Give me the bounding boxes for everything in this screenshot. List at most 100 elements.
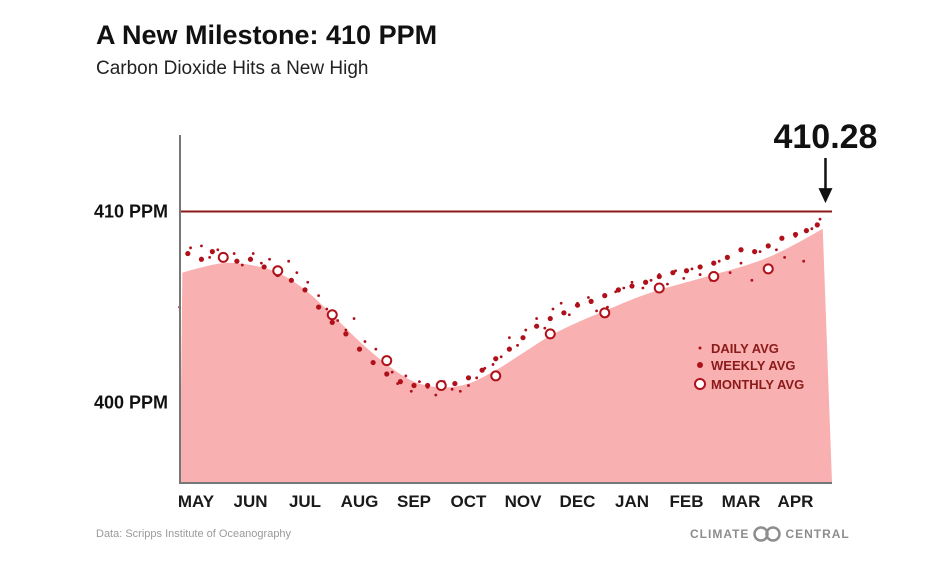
daily-avg-point — [587, 296, 590, 299]
dots-layer — [178, 217, 822, 397]
weekly-avg-point — [629, 283, 635, 289]
daily-avg-point — [363, 340, 367, 343]
weekly-avg-point — [803, 228, 810, 234]
weekly-avg-point — [209, 249, 215, 255]
daily-avg-point — [404, 374, 408, 378]
daily-avg-point — [200, 244, 203, 248]
weekly-avg-point — [534, 323, 540, 329]
weekly-avg-point — [185, 250, 191, 257]
daily-avg-point — [524, 328, 528, 332]
daily-avg-point — [374, 347, 378, 351]
axis-layer — [179, 135, 832, 484]
weekly-avg-point — [234, 258, 240, 264]
daily-avg-point — [352, 317, 356, 320]
weekly-avg-point — [288, 277, 294, 283]
x-tick-label: MAY — [178, 492, 215, 511]
area-layer — [180, 228, 832, 483]
daily-avg-point — [467, 384, 470, 387]
daily-avg-point — [567, 313, 571, 317]
daily-avg-point — [507, 336, 511, 340]
legend-daily-marker — [698, 346, 702, 350]
daily-avg-point — [543, 326, 547, 330]
weekly-avg-point — [711, 260, 717, 266]
daily-avg-point — [810, 227, 814, 231]
daily-avg-point — [802, 259, 806, 263]
daily-avg-point — [666, 282, 669, 286]
daily-avg-point — [232, 252, 236, 255]
daily-avg-point — [240, 263, 244, 267]
daily-avg-point — [260, 261, 263, 265]
weekly-avg-point — [479, 367, 485, 373]
labels-layer: MAY JUN JUL AUG SEP OCT NOV DEC JAN FEB MAR APR 400 … — [94, 118, 878, 511]
daily-avg-point — [641, 286, 645, 290]
x-tick-label: JUL — [289, 492, 321, 511]
x-tick-label: JUN — [233, 492, 267, 511]
monthly-avg-point — [490, 370, 502, 382]
monthly-avg-point — [217, 251, 229, 263]
daily-avg-point — [499, 355, 503, 359]
brand-logo: CLIMATE CENTRAL — [690, 526, 850, 542]
x-tick-label: FEB — [670, 492, 704, 511]
daily-avg-point — [287, 259, 291, 263]
weekly-avg-point — [724, 254, 730, 260]
legend-label: WEEKLY AVG — [711, 358, 796, 373]
weekly-avg-point — [506, 346, 512, 352]
daily-avg-point — [325, 307, 329, 311]
daily-avg-point — [208, 255, 212, 259]
daily-avg-point — [783, 255, 786, 259]
weekly-avg-point — [588, 298, 594, 304]
daily-avg-point — [758, 250, 762, 254]
weekly-avg-point — [356, 346, 363, 352]
brand-logo-icon — [753, 526, 782, 542]
weekly-avg-point — [738, 247, 744, 253]
daily-avg-point — [516, 343, 519, 347]
daily-avg-point — [306, 280, 310, 284]
monthly-avg-point — [544, 328, 556, 340]
weekly-avg-point — [247, 256, 254, 262]
weekly-avg-point — [602, 293, 608, 299]
daily-avg-point — [491, 363, 495, 366]
daily-avg-point — [268, 257, 271, 261]
legend-weekly-marker — [697, 362, 703, 368]
weekly-avg-point — [752, 249, 758, 255]
x-tick-label: MAR — [722, 492, 761, 511]
daily-avg-point — [450, 387, 454, 391]
monthly-avg-point — [381, 355, 393, 367]
daily-avg-point — [622, 286, 626, 290]
weekly-avg-point — [316, 304, 322, 310]
source-note: Data: Scripps Institute of Oceanography — [96, 528, 292, 540]
daily-avg-point — [216, 248, 220, 252]
monthly-avg-point — [326, 309, 338, 321]
daily-avg-point — [317, 294, 321, 298]
weekly-avg-point — [370, 359, 376, 366]
weekly-avg-point — [683, 268, 690, 274]
daily-avg-point — [390, 370, 394, 374]
daily-avg-point — [344, 328, 348, 332]
weekly-avg-point — [397, 379, 403, 385]
weekly-avg-point — [493, 356, 499, 362]
weekly-avg-point — [765, 243, 771, 249]
weekly-avg-point — [643, 279, 649, 285]
monthly-avg-point — [599, 307, 611, 319]
x-tick-label: JAN — [615, 492, 649, 511]
daily-avg-point — [559, 301, 563, 305]
co2-area — [180, 228, 832, 483]
weekly-avg-point — [561, 310, 567, 316]
legend-monthly-marker — [694, 378, 706, 390]
y-tick-label: 400 PPM — [94, 393, 168, 413]
weekly-avg-point — [452, 380, 458, 387]
daily-avg-point — [750, 278, 754, 282]
daily-avg-point — [775, 248, 778, 252]
daily-avg-point — [649, 278, 653, 282]
weekly-avg-point — [792, 231, 799, 238]
x-tick-label: DEC — [560, 492, 596, 511]
chart-title: A New Milestone: 410 PPM — [96, 20, 438, 50]
daily-avg-point — [189, 246, 192, 250]
daily-avg-point — [295, 271, 299, 275]
monthly-avg-point — [435, 379, 447, 391]
weekly-avg-point — [670, 270, 676, 276]
daily-avg-point — [418, 380, 421, 384]
chart-subtitle: Carbon Dioxide Hits a New High — [96, 58, 369, 79]
daily-avg-point — [475, 376, 479, 380]
